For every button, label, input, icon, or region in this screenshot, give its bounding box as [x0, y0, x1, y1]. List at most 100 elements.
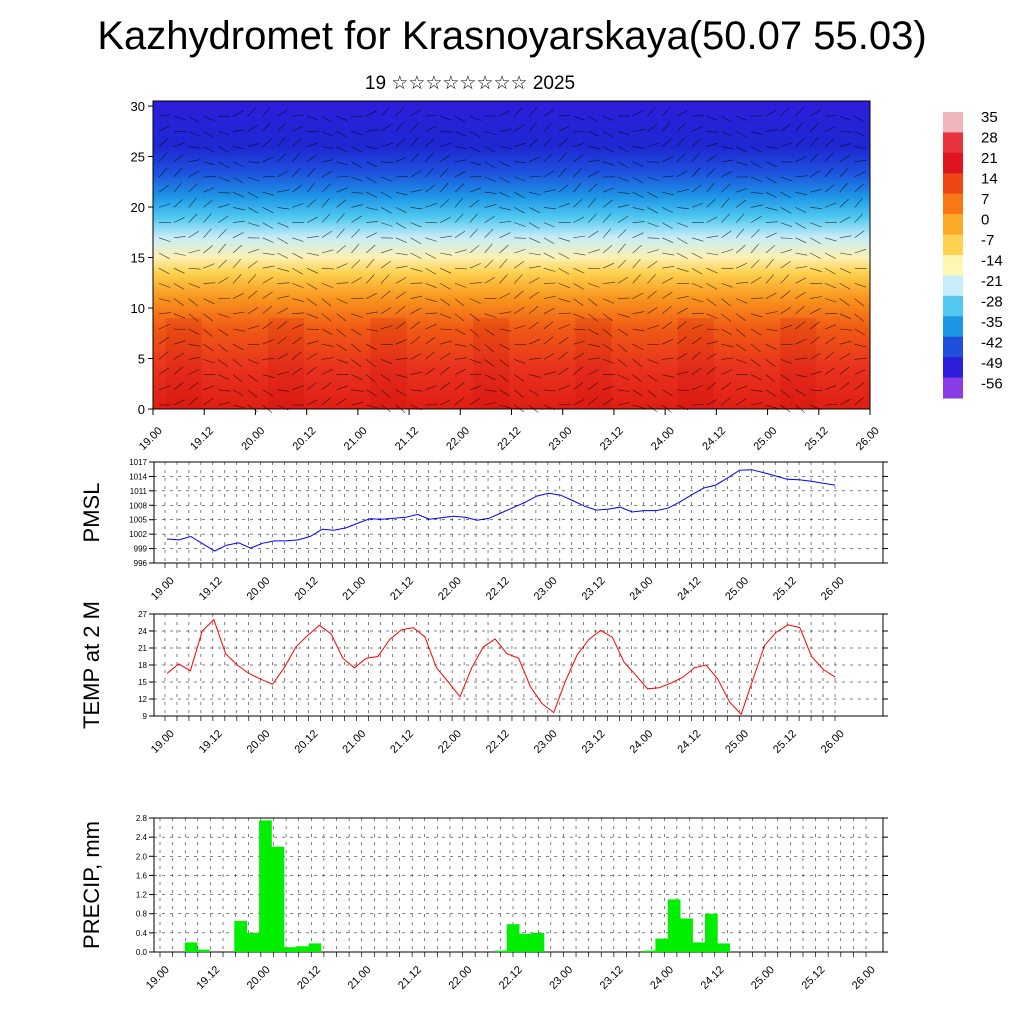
wind-barb: [203, 385, 215, 391]
wind-barb: [232, 207, 245, 211]
wind-barb: [528, 207, 540, 213]
wind-barb: [425, 283, 437, 288]
wind-barb: [602, 244, 613, 254]
wind-barb: [440, 216, 452, 223]
wind-barb: [262, 305, 272, 315]
wind-barb: [469, 187, 482, 193]
colorbar-label: -14: [981, 253, 1003, 270]
wind-barb: [765, 161, 777, 167]
wind-barb: [499, 311, 512, 315]
wind-barb: [158, 385, 171, 391]
wind-barb: [336, 359, 349, 364]
wind-barb: [484, 191, 497, 194]
wind-barb: [351, 313, 363, 318]
wind-barb: [573, 252, 586, 256]
wind-barb: [439, 167, 449, 178]
wind-barb: [247, 343, 260, 346]
wind-barb: [173, 154, 184, 163]
wind-barb: [380, 290, 391, 299]
precip-y-tick-label: 0.8: [136, 910, 148, 919]
wind-barb: [321, 146, 334, 149]
wind-barb: [499, 161, 511, 167]
x-tick-label: 25.00: [751, 425, 779, 453]
wind-barb: [839, 182, 848, 193]
wind-barb: [440, 252, 453, 256]
wind-barb: [721, 159, 734, 163]
wind-barb: [854, 230, 865, 239]
wind-barb: [573, 352, 584, 360]
colorbar-label: -7: [981, 232, 994, 249]
wind-barb: [647, 207, 659, 214]
wind-barb: [232, 244, 243, 254]
wind-barb: [706, 131, 719, 133]
wind-barb: [514, 374, 525, 382]
wind-barb: [247, 143, 260, 147]
wind-barb: [839, 399, 851, 406]
wind-barb: [262, 107, 271, 117]
wind-barb: [203, 176, 216, 178]
wind-barb: [484, 131, 497, 136]
wind-barb: [854, 313, 865, 322]
wind-barb: [321, 249, 334, 254]
wind-barb: [292, 323, 304, 330]
wind-barb: [632, 129, 645, 132]
wind-barb: [809, 122, 820, 132]
wind-barb: [425, 324, 437, 330]
wind-barb: [662, 357, 675, 360]
wind-barb: [750, 328, 762, 336]
wind-barb: [351, 389, 364, 392]
wind-barb: [617, 328, 629, 336]
wind-barb: [662, 156, 674, 163]
wind-barb: [499, 129, 512, 132]
wind-barb: [795, 175, 808, 178]
wind-barb: [691, 267, 703, 275]
wind-barb: [602, 398, 614, 406]
wind-barb: [484, 228, 494, 239]
temp-frame: [153, 613, 884, 717]
wind-barb: [158, 312, 171, 315]
wind-barb: [439, 199, 450, 208]
wind-barb: [484, 176, 496, 182]
wind-barb: [721, 343, 734, 348]
wind-barb: [602, 131, 614, 138]
wind-barb: [765, 374, 776, 383]
precip-y-tick-label: 0.0: [136, 948, 148, 957]
wind-barb: [647, 374, 658, 382]
wind-barb: [410, 321, 421, 330]
wind-barb: [676, 153, 686, 163]
wind-barb: [306, 236, 319, 239]
wind-barb: [410, 237, 422, 244]
wind-barb: [558, 324, 570, 330]
wind-barb: [662, 237, 674, 243]
wind-barb: [395, 122, 404, 132]
wind-barb: [780, 237, 793, 239]
wind-barb: [247, 107, 257, 117]
wind-barb: [573, 154, 584, 163]
wind-barb: [247, 222, 260, 227]
wind-barb: [810, 109, 821, 117]
wind-barb: [232, 110, 244, 117]
wind-barb: [217, 243, 227, 254]
wind-barb: [706, 115, 719, 121]
wind-barb: [425, 312, 438, 315]
wind-barb: [292, 184, 302, 193]
wind-barb: [410, 109, 421, 117]
wind-barb: [366, 359, 376, 368]
wind-barb: [469, 213, 479, 223]
precip-x-tick-label: 20.00: [245, 964, 273, 992]
wind-barb: [647, 359, 659, 364]
wind-barb: [558, 126, 570, 132]
wind-barb: [617, 374, 629, 381]
wind-barb: [588, 159, 601, 163]
wind-barb: [795, 321, 806, 330]
precip-bar: [692, 942, 706, 952]
wind-barb: [558, 298, 571, 303]
wind-barb: [691, 115, 704, 117]
wind-barb: [647, 124, 658, 132]
wind-barb: [736, 199, 746, 208]
wind-barb: [232, 343, 244, 351]
wind-barb: [706, 267, 718, 274]
wind-barb: [780, 207, 792, 214]
wind-barb: [617, 259, 627, 269]
wind-barb: [750, 191, 763, 194]
